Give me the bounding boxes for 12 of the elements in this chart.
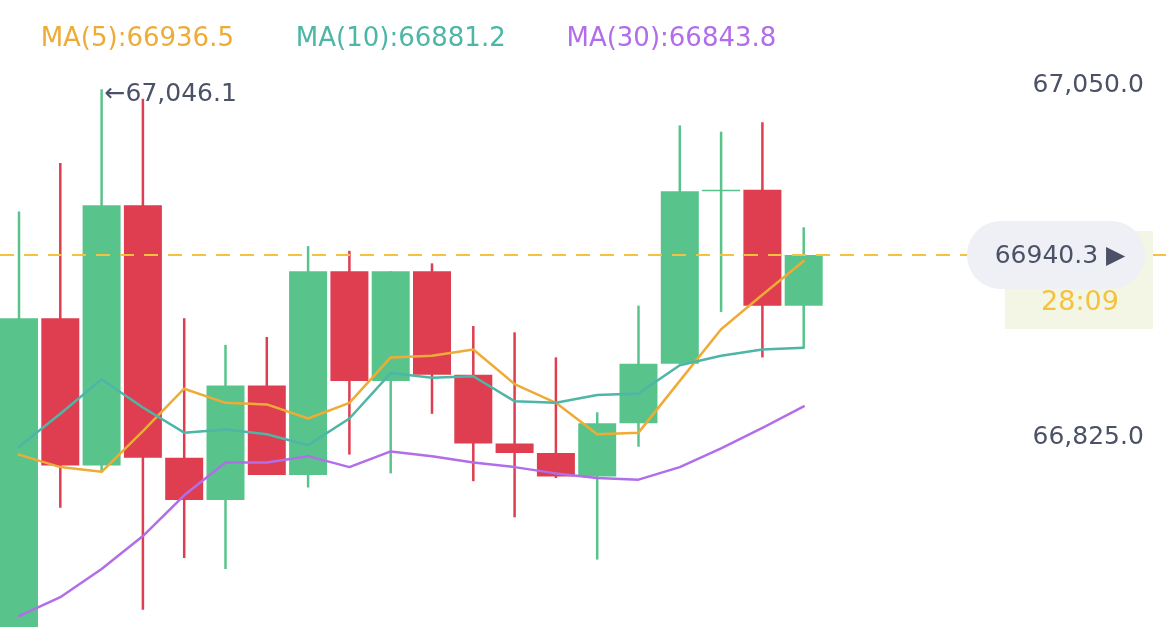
annotation: ←67,046.1	[104, 78, 237, 108]
line-series	[17, 346, 805, 448]
text: MA(5):66936.5	[40, 22, 234, 52]
text: MA(10):66881.2	[295, 22, 506, 52]
ref-line-label: 66940.3 ▶	[994, 240, 1127, 270]
y-tick-label: 67,050.0	[1032, 68, 1144, 98]
line-series	[17, 405, 805, 618]
line-series	[17, 259, 805, 474]
y-tick-label: 66,825.0	[1032, 421, 1144, 451]
text: 28:09	[1041, 285, 1119, 317]
candlestick	[495, 331, 534, 519]
text: MA(30):66843.8	[566, 22, 777, 52]
